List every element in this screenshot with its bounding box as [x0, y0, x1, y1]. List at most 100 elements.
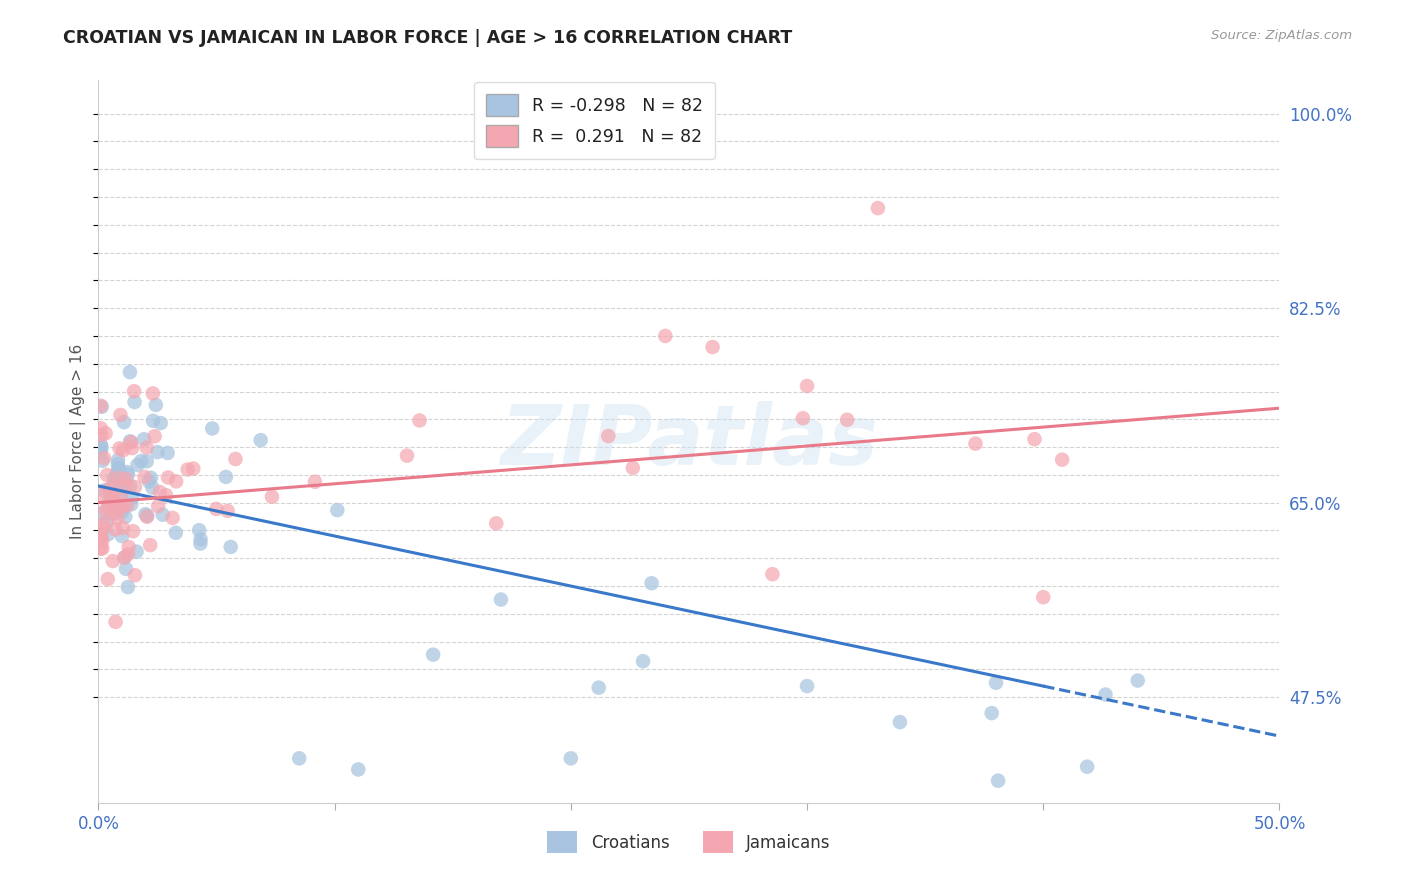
Point [215, 470, 238, 484]
Point [134, 507, 156, 521]
Point [1126, 673, 1149, 688]
Point [111, 529, 134, 543]
Point [249, 433, 271, 447]
Point [107, 457, 129, 471]
Point [347, 763, 370, 777]
Point [125, 544, 148, 558]
Point [631, 654, 654, 668]
Point [104, 496, 127, 510]
Point [107, 462, 129, 476]
Point [141, 481, 163, 495]
Point [987, 773, 1010, 788]
Point [142, 414, 165, 428]
Point [90, 488, 112, 502]
Text: Source: ZipAtlas.com: Source: ZipAtlas.com [1212, 29, 1353, 42]
Point [90, 428, 112, 442]
Point [111, 505, 134, 519]
Point [105, 511, 128, 525]
Point [103, 471, 125, 485]
Point [796, 679, 818, 693]
Point [889, 715, 911, 730]
Point [93, 483, 115, 498]
Point [190, 536, 212, 550]
Point [112, 550, 135, 565]
Point [162, 511, 184, 525]
Point [93, 520, 115, 534]
Point [117, 580, 139, 594]
Point [110, 483, 132, 497]
Point [90, 399, 112, 413]
Text: ZIPatlas: ZIPatlas [501, 401, 877, 482]
Point [97, 527, 120, 541]
Point [124, 480, 146, 494]
Point [122, 384, 145, 399]
Point [94, 426, 117, 441]
Point [260, 490, 283, 504]
Point [188, 523, 211, 537]
Legend: Croatians, Jamaicans: Croatians, Jamaicans [541, 825, 837, 860]
Point [395, 449, 418, 463]
Point [91, 541, 114, 556]
Point [101, 486, 124, 500]
Point [112, 415, 135, 429]
Point [1032, 590, 1054, 604]
Point [112, 500, 135, 514]
Point [97, 500, 120, 515]
Point [129, 454, 152, 468]
Point [103, 474, 125, 488]
Point [101, 507, 124, 521]
Point [115, 479, 138, 493]
Point [132, 432, 155, 446]
Point [134, 470, 156, 484]
Point [98, 482, 121, 496]
Point [98, 482, 121, 496]
Point [621, 460, 644, 475]
Point [190, 532, 212, 546]
Point [485, 516, 508, 531]
Point [114, 550, 136, 565]
Point [118, 479, 141, 493]
Point [139, 538, 162, 552]
Point [101, 554, 124, 568]
Point [90, 443, 112, 458]
Point [90, 533, 112, 547]
Point [114, 509, 136, 524]
Point [90, 527, 112, 541]
Point [90, 508, 112, 522]
Point [157, 470, 180, 484]
Point [110, 408, 132, 422]
Point [104, 615, 127, 629]
Point [115, 562, 138, 576]
Point [142, 386, 165, 401]
Point [108, 502, 131, 516]
Point [145, 398, 167, 412]
Point [761, 567, 783, 582]
Point [984, 675, 1007, 690]
Point [165, 475, 187, 489]
Point [1076, 760, 1098, 774]
Point [560, 751, 582, 765]
Point [117, 547, 139, 561]
Point [98, 491, 121, 505]
Point [155, 488, 177, 502]
Point [135, 454, 157, 468]
Point [103, 478, 125, 492]
Point [90, 400, 112, 414]
Point [91, 516, 114, 531]
Point [118, 365, 141, 379]
Point [118, 540, 141, 554]
Point [980, 706, 1002, 720]
Point [118, 434, 141, 449]
Point [181, 461, 204, 475]
Point [110, 490, 132, 504]
Point [110, 488, 132, 502]
Point [152, 508, 174, 522]
Point [837, 413, 859, 427]
Point [115, 472, 138, 486]
Point [103, 507, 125, 521]
Text: CROATIAN VS JAMAICAN IN LABOR FORCE | AGE > 16 CORRELATION CHART: CROATIAN VS JAMAICAN IN LABOR FORCE | AG… [63, 29, 793, 46]
Point [108, 461, 131, 475]
Point [146, 445, 169, 459]
Point [90, 438, 112, 452]
Point [149, 485, 172, 500]
